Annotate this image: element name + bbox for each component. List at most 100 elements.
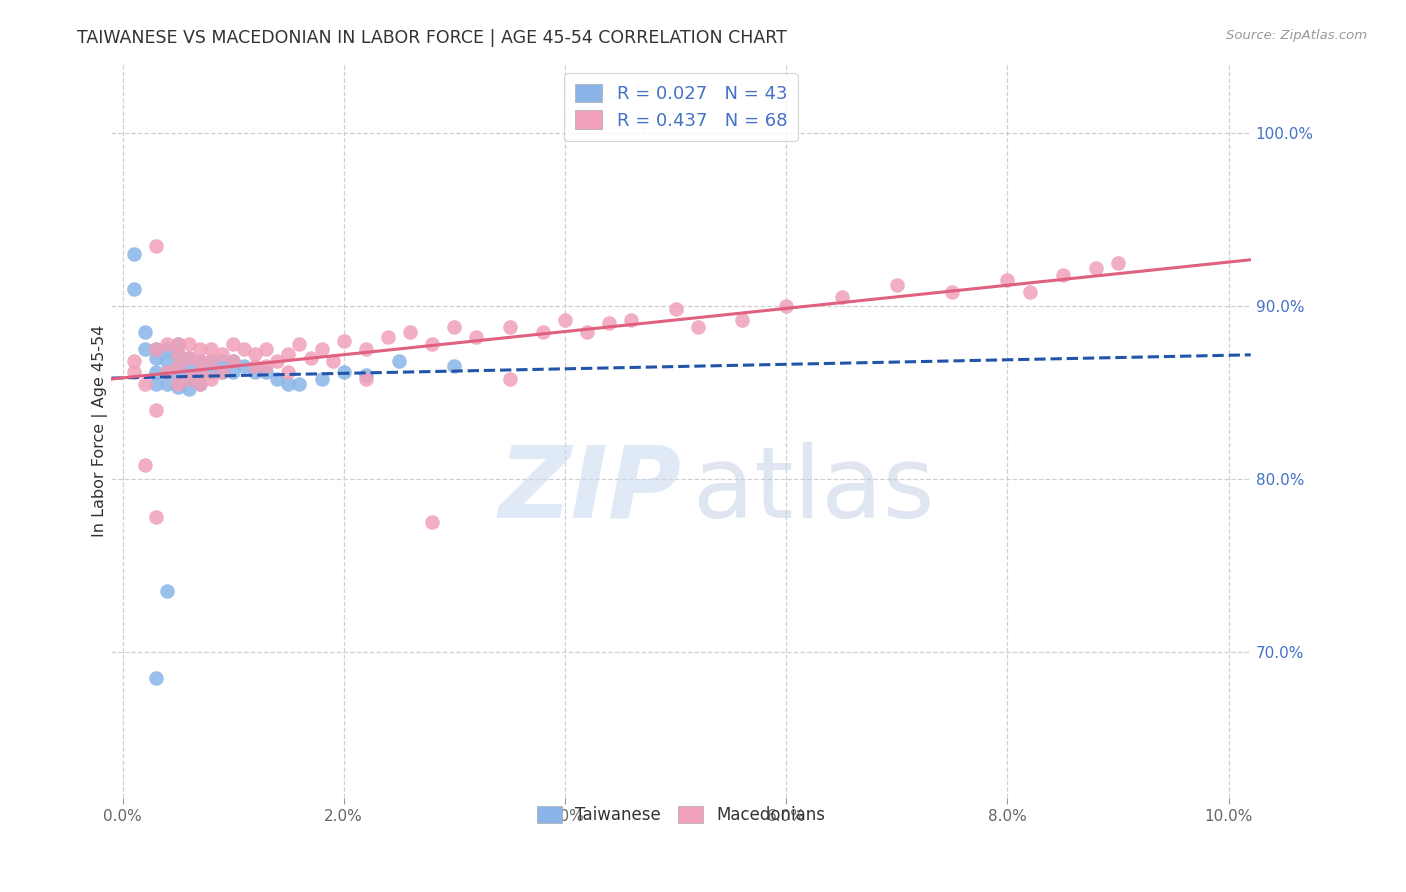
Point bbox=[245, 365, 267, 379]
Point bbox=[311, 342, 333, 356]
Point bbox=[177, 361, 200, 376]
Point bbox=[277, 376, 299, 391]
Point bbox=[886, 278, 908, 293]
Point bbox=[1107, 256, 1129, 270]
Y-axis label: In Labor Force | Age 45-54: In Labor Force | Age 45-54 bbox=[93, 326, 108, 537]
Point bbox=[156, 354, 179, 368]
Point bbox=[200, 354, 222, 368]
Point bbox=[211, 354, 233, 368]
Point bbox=[1018, 285, 1040, 300]
Point bbox=[997, 273, 1019, 287]
Point bbox=[188, 354, 211, 368]
Point bbox=[332, 365, 354, 379]
Legend: Taiwanese, Macedonians: Taiwanese, Macedonians bbox=[530, 799, 832, 830]
Point bbox=[620, 313, 643, 327]
Text: TAIWANESE VS MACEDONIAN IN LABOR FORCE | AGE 45-54 CORRELATION CHART: TAIWANESE VS MACEDONIAN IN LABOR FORCE |… bbox=[77, 29, 787, 46]
Point bbox=[134, 376, 156, 391]
Point bbox=[145, 402, 167, 417]
Point bbox=[498, 371, 520, 385]
Point bbox=[233, 359, 256, 374]
Point bbox=[122, 247, 145, 261]
Point bbox=[156, 342, 179, 356]
Point bbox=[233, 342, 256, 356]
Text: ZIP: ZIP bbox=[498, 442, 681, 539]
Point bbox=[498, 319, 520, 334]
Point bbox=[145, 671, 167, 685]
Point bbox=[166, 347, 188, 361]
Point bbox=[134, 458, 156, 472]
Point bbox=[554, 313, 576, 327]
Point bbox=[941, 285, 963, 300]
Point bbox=[686, 319, 709, 334]
Point bbox=[576, 325, 599, 339]
Point bbox=[145, 376, 167, 391]
Point bbox=[177, 382, 200, 396]
Point bbox=[177, 351, 200, 365]
Point bbox=[531, 325, 554, 339]
Point bbox=[200, 365, 222, 379]
Point bbox=[145, 351, 167, 365]
Point bbox=[166, 359, 188, 374]
Point bbox=[443, 359, 465, 374]
Point bbox=[177, 351, 200, 365]
Point bbox=[211, 347, 233, 361]
Point bbox=[775, 299, 797, 313]
Point bbox=[122, 282, 145, 296]
Point bbox=[277, 365, 299, 379]
Point bbox=[166, 368, 188, 383]
Point bbox=[134, 325, 156, 339]
Point bbox=[665, 302, 688, 317]
Point bbox=[188, 376, 211, 391]
Point bbox=[222, 365, 245, 379]
Point bbox=[222, 337, 245, 351]
Point bbox=[311, 371, 333, 385]
Point bbox=[354, 342, 377, 356]
Point bbox=[200, 354, 222, 368]
Point bbox=[222, 354, 245, 368]
Point bbox=[177, 337, 200, 351]
Point bbox=[254, 365, 277, 379]
Point bbox=[332, 334, 354, 348]
Point bbox=[166, 359, 188, 374]
Point bbox=[156, 376, 179, 391]
Text: Source: ZipAtlas.com: Source: ZipAtlas.com bbox=[1226, 29, 1367, 42]
Point bbox=[299, 351, 322, 365]
Point bbox=[134, 342, 156, 356]
Point bbox=[377, 330, 399, 344]
Point bbox=[122, 365, 145, 379]
Point bbox=[420, 515, 443, 529]
Point bbox=[211, 365, 233, 379]
Point bbox=[420, 337, 443, 351]
Point bbox=[254, 359, 277, 374]
Point bbox=[288, 376, 311, 391]
Point bbox=[166, 347, 188, 361]
Point bbox=[188, 376, 211, 391]
Point bbox=[388, 354, 411, 368]
Point bbox=[443, 319, 465, 334]
Point bbox=[145, 509, 167, 524]
Point bbox=[188, 365, 211, 379]
Point bbox=[1084, 260, 1107, 275]
Point bbox=[245, 359, 267, 374]
Point bbox=[831, 290, 853, 304]
Point bbox=[354, 368, 377, 383]
Point bbox=[266, 354, 288, 368]
Point bbox=[277, 347, 299, 361]
Point bbox=[156, 365, 179, 379]
Point bbox=[731, 313, 754, 327]
Point bbox=[288, 337, 311, 351]
Point bbox=[188, 342, 211, 356]
Point bbox=[156, 584, 179, 599]
Point bbox=[200, 371, 222, 385]
Point bbox=[322, 354, 344, 368]
Point bbox=[211, 365, 233, 379]
Point bbox=[166, 337, 188, 351]
Point bbox=[1052, 268, 1074, 282]
Point bbox=[222, 354, 245, 368]
Point bbox=[156, 337, 179, 351]
Text: atlas: atlas bbox=[693, 442, 934, 539]
Point bbox=[122, 354, 145, 368]
Point bbox=[354, 371, 377, 385]
Point bbox=[254, 342, 277, 356]
Point bbox=[598, 316, 620, 330]
